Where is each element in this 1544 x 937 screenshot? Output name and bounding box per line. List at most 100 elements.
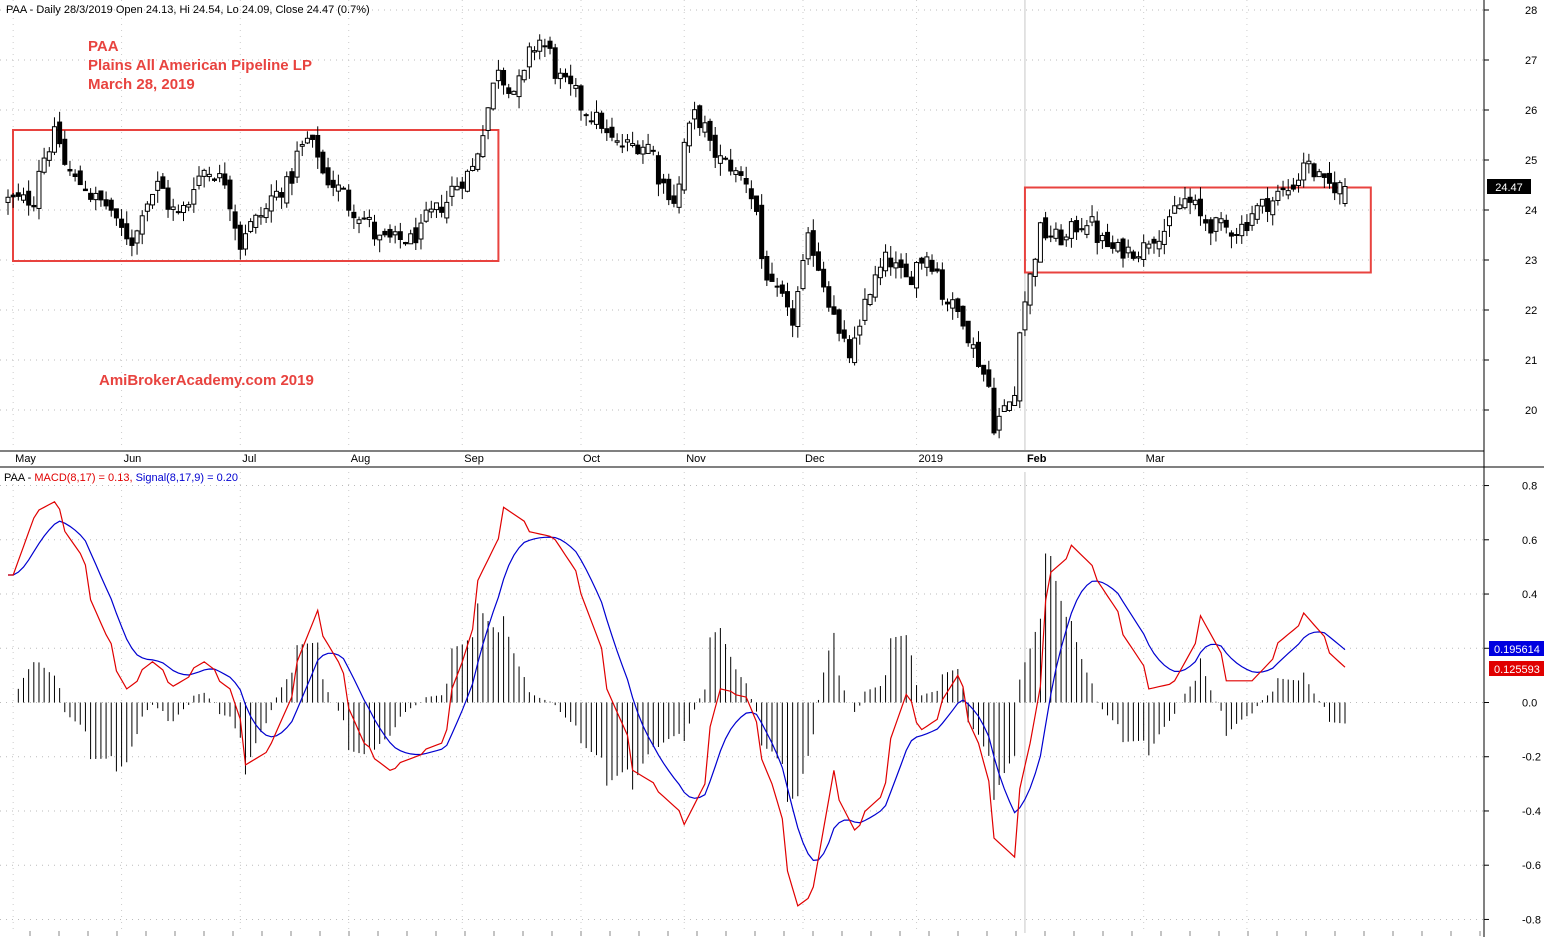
candle-body bbox=[103, 199, 109, 207]
month-label: Sep bbox=[464, 453, 484, 465]
candle-body bbox=[237, 224, 243, 250]
candle-body bbox=[1037, 222, 1043, 263]
candle-body bbox=[764, 256, 770, 281]
candle-body bbox=[439, 206, 445, 213]
candle-body bbox=[366, 216, 372, 220]
candle-body bbox=[464, 170, 470, 192]
candle-body bbox=[495, 69, 501, 82]
candle-body bbox=[619, 145, 625, 148]
candle-body bbox=[578, 85, 584, 111]
month-label: Aug bbox=[351, 453, 371, 465]
candle-body bbox=[1213, 217, 1219, 232]
candle-body bbox=[1208, 219, 1214, 234]
annotation-date: March 28, 2019 bbox=[88, 76, 195, 93]
candle-body bbox=[676, 183, 682, 208]
candle-body bbox=[1218, 218, 1224, 224]
candle-body bbox=[315, 134, 321, 158]
candle-body bbox=[377, 234, 383, 241]
candle-body bbox=[88, 192, 94, 200]
candle-body bbox=[934, 268, 940, 272]
candle-body bbox=[397, 231, 403, 240]
candle-body bbox=[872, 274, 878, 298]
candle-body bbox=[635, 144, 641, 155]
signal-header: Signal(8,17,9) = 0.20 bbox=[136, 472, 238, 484]
candle-body bbox=[888, 257, 894, 268]
candle-body bbox=[955, 298, 961, 313]
candle-body bbox=[650, 149, 656, 152]
month-label: May bbox=[15, 453, 36, 465]
candle-body bbox=[1249, 213, 1255, 226]
candle-body bbox=[712, 134, 718, 158]
candle-body bbox=[480, 135, 486, 158]
candle-body bbox=[552, 47, 558, 79]
candle-body bbox=[67, 168, 73, 172]
axis-labels: May Jun Jul Aug Sep Oct Nov Dec 2019 Feb Mar 20 21 22… bbox=[15, 5, 1541, 926]
candle-body bbox=[191, 189, 197, 205]
candle-body bbox=[1161, 230, 1167, 245]
candle-body bbox=[1053, 228, 1059, 239]
candle-body bbox=[330, 179, 336, 188]
candle-body bbox=[1290, 184, 1296, 190]
candle-body bbox=[593, 111, 599, 125]
candle-body bbox=[304, 137, 310, 144]
candle-body bbox=[289, 171, 295, 184]
macd-header: MACD(8,17) = 0.13, bbox=[34, 472, 135, 484]
candle-body bbox=[883, 251, 889, 272]
candle-body bbox=[908, 276, 914, 286]
candle-body bbox=[242, 233, 248, 250]
candle-body bbox=[815, 251, 821, 271]
candle-body bbox=[20, 194, 26, 201]
candle-body bbox=[46, 151, 52, 161]
candle-body bbox=[852, 337, 858, 364]
candle-body bbox=[418, 222, 424, 240]
candle-body bbox=[98, 190, 104, 201]
signal-line bbox=[8, 520, 1346, 862]
candle-body bbox=[563, 72, 569, 78]
candle-body bbox=[939, 269, 945, 300]
candle-body bbox=[26, 190, 32, 206]
candle-body bbox=[846, 339, 852, 359]
candle-body bbox=[981, 364, 987, 375]
candle-body bbox=[924, 256, 930, 268]
candle-body bbox=[728, 159, 734, 172]
candle-body bbox=[1203, 219, 1209, 224]
candle-body bbox=[1151, 238, 1157, 244]
candle-body bbox=[1017, 332, 1023, 402]
candle-body bbox=[160, 176, 166, 189]
candle-body bbox=[996, 415, 1002, 431]
candle-body bbox=[748, 188, 754, 200]
candle-body bbox=[686, 122, 692, 147]
candle-body bbox=[1001, 405, 1007, 413]
price-tick-label: 22 bbox=[1525, 305, 1537, 317]
candle-body bbox=[645, 143, 651, 154]
candle-body bbox=[31, 204, 37, 208]
price-tick-label: 20 bbox=[1525, 405, 1537, 417]
candle-body bbox=[139, 215, 145, 235]
candle-body bbox=[186, 204, 192, 208]
candle-body bbox=[511, 90, 517, 95]
candle-body bbox=[975, 341, 981, 367]
candle-body bbox=[810, 230, 816, 256]
candle-body bbox=[1296, 179, 1302, 187]
candle-body bbox=[433, 202, 439, 211]
candle-body bbox=[150, 193, 156, 206]
month-label: Nov bbox=[686, 453, 706, 465]
candle-body bbox=[1187, 196, 1193, 203]
macd-tick-label: -0.6 bbox=[1522, 860, 1541, 872]
candle-body bbox=[1332, 182, 1338, 194]
candle-body bbox=[717, 155, 723, 164]
candle-body bbox=[108, 199, 114, 211]
candle-body bbox=[392, 231, 398, 236]
month-label: 2019 bbox=[919, 453, 943, 465]
candle-body bbox=[82, 188, 88, 192]
price-header: PAA - Daily 28/3/2019 Open 24.13, Hi 24.… bbox=[6, 4, 370, 16]
macd-value-tag: 0.125593 bbox=[1489, 661, 1544, 676]
price-tick-label: 25 bbox=[1525, 155, 1537, 167]
candle-body bbox=[1265, 198, 1271, 212]
candle-body bbox=[573, 84, 579, 89]
candle-body bbox=[681, 141, 687, 191]
candle-body bbox=[232, 211, 238, 229]
candle-body bbox=[1223, 219, 1229, 228]
candle-body bbox=[258, 215, 264, 218]
candlesticks bbox=[5, 34, 1348, 439]
